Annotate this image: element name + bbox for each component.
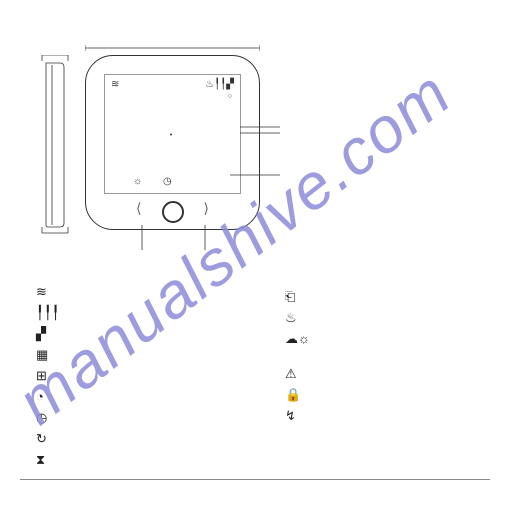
device-side-profile bbox=[40, 55, 70, 235]
device-front: ≋ ♨╿╿▞ ○ • ☼ ◷ ⟨ ⟩ bbox=[85, 55, 260, 230]
legend-refresh-icon: ↻ bbox=[36, 432, 59, 447]
heat-icons: ♨╿╿▞ bbox=[205, 79, 234, 90]
nav-left-chevron: ⟨ bbox=[136, 200, 141, 217]
legend-spacer bbox=[285, 353, 310, 361]
legend-hourglass-icon: ⧗ bbox=[36, 453, 59, 468]
legend-suitcase-icon: ⎗ bbox=[285, 290, 310, 305]
dimension-top bbox=[85, 43, 260, 53]
legend-flame-icon: ♨ bbox=[285, 311, 310, 326]
legend-timer-icon: ◔ bbox=[36, 390, 59, 405]
icon-legend-left: ≋ ╿╿╿ ▞ ▦ ⊞ ◔ ◷ ↻ ⧗ bbox=[36, 285, 59, 468]
nav-right-chevron: ⟩ bbox=[204, 200, 209, 217]
legend-clock-icon: ◷ bbox=[36, 411, 59, 426]
legend-lock-icon: 🔒 bbox=[285, 388, 310, 403]
legend-window-icon: ⊞ bbox=[36, 369, 59, 384]
icon-legend-right: ⎗ ♨ ☁☼ ⚠ 🔒 ↯ bbox=[285, 290, 310, 424]
legend-vent-icon: ▞ bbox=[36, 327, 59, 342]
legend-wifi-icon: ≋ bbox=[36, 285, 59, 300]
legend-weather-icon: ☁☼ bbox=[285, 332, 310, 347]
divider-line bbox=[20, 479, 490, 480]
cloud-icon: ☼ bbox=[133, 176, 142, 187]
legend-radiator-icon: ╿╿╿ bbox=[36, 306, 59, 321]
small-circle-icon: ○ bbox=[228, 93, 232, 100]
legend-warning-icon: ⚠ bbox=[285, 367, 310, 382]
clock-icon: ◷ bbox=[163, 176, 172, 187]
device-screen: ≋ ♨╿╿▞ ○ • ☼ ◷ bbox=[104, 74, 241, 194]
legend-signal-icon: ↯ bbox=[285, 409, 310, 424]
wifi-icon: ≋ bbox=[111, 79, 119, 90]
legend-grid-icon: ▦ bbox=[36, 348, 59, 363]
center-button bbox=[162, 201, 184, 223]
dot-icon: • bbox=[170, 132, 172, 139]
